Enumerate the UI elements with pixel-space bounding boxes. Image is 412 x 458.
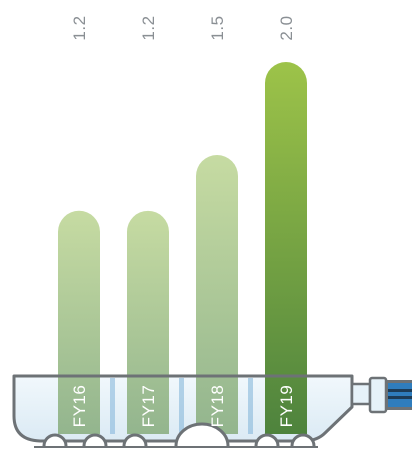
category-label-fy19: FY19: [277, 385, 296, 428]
category-label-fy16: FY16: [70, 385, 89, 428]
category-label-fy18: FY18: [208, 385, 227, 428]
bars-group: [58, 62, 307, 434]
value-label-fy16: 1.2: [70, 15, 89, 40]
tray-separators: [110, 378, 253, 434]
bar-fy18: [196, 155, 238, 434]
tray-connector: [350, 376, 412, 414]
value-label-fy17: 1.2: [139, 15, 158, 40]
bar-fy17: [127, 210, 169, 434]
value-label-fy18: 1.5: [208, 15, 227, 40]
category-labels-group: FY16 FY17 FY18 FY19: [70, 385, 296, 428]
value-label-fy19: 2.0: [277, 15, 296, 40]
bar-fy19: [265, 62, 307, 434]
tray-feet: [42, 422, 316, 447]
value-labels-group: 1.2 1.2 1.5 2.0: [70, 15, 296, 40]
bar-fy16: [58, 210, 100, 434]
category-label-fy17: FY17: [139, 385, 158, 428]
